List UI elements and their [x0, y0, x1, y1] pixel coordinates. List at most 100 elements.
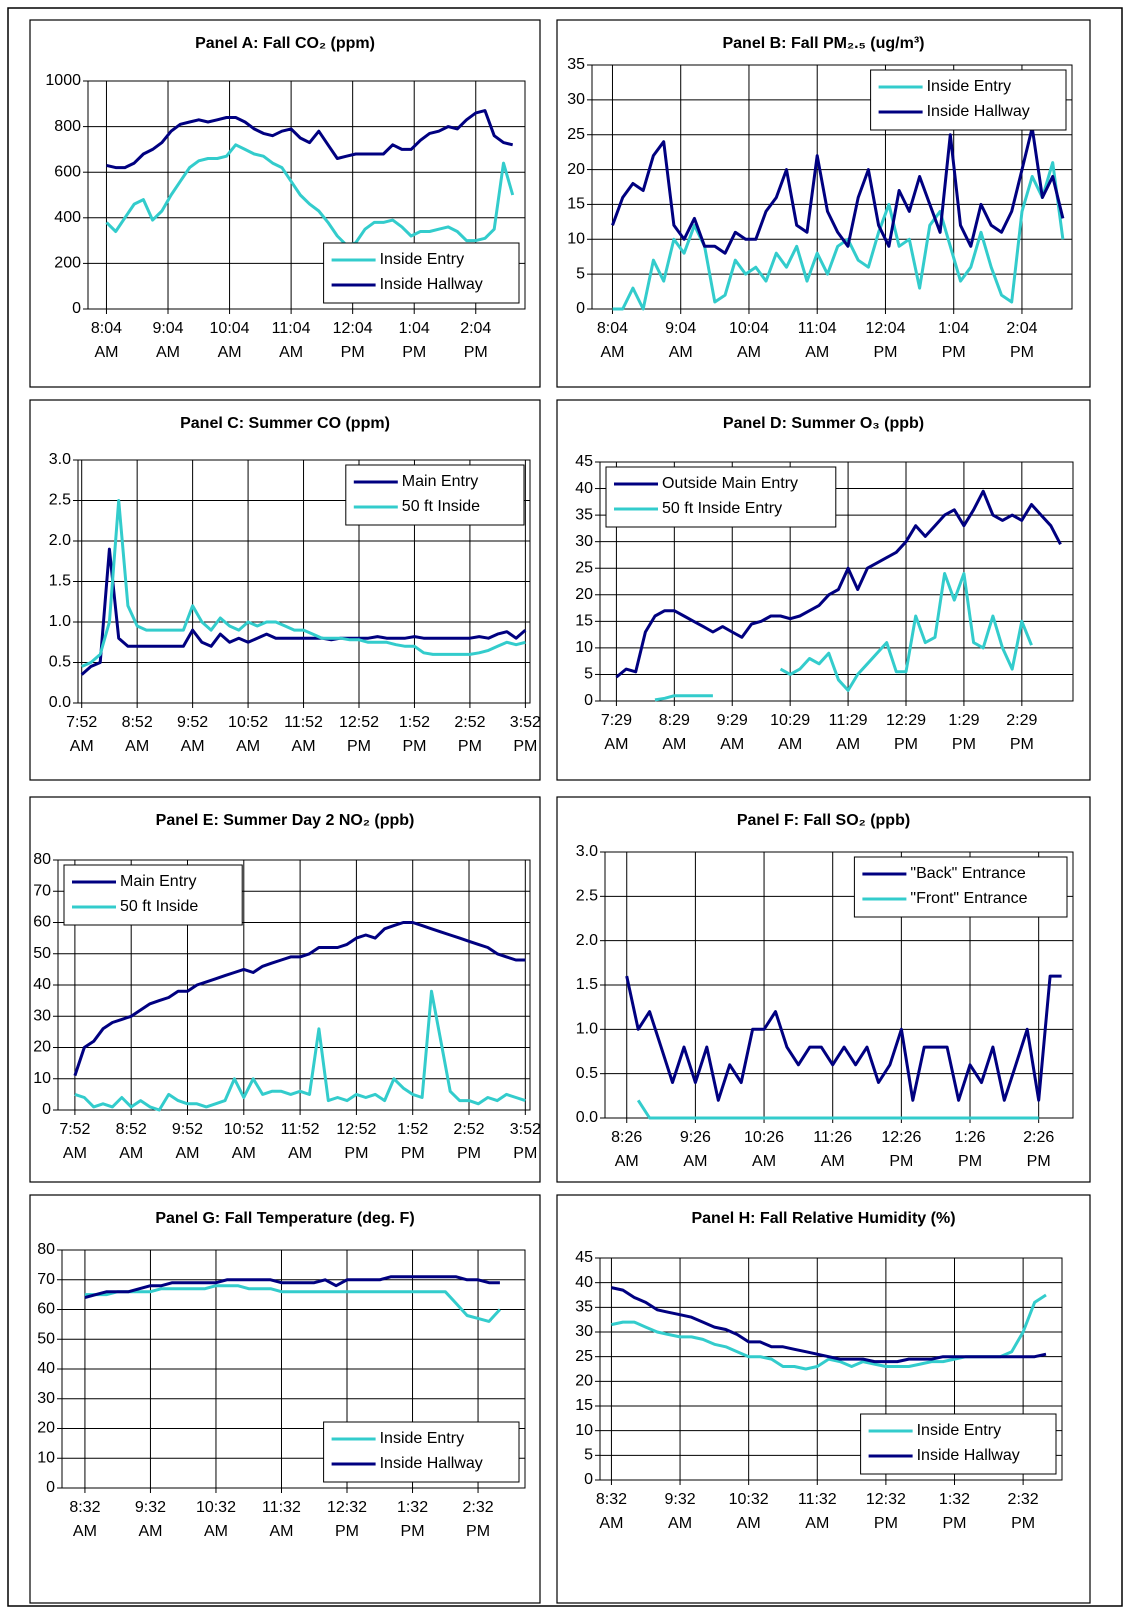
- y-tick-label: 0: [72, 300, 81, 317]
- legend: Inside Entry Inside Hallway: [860, 1413, 1057, 1475]
- y-tick-label: 25: [567, 126, 585, 143]
- y-tick-label: 0.0: [49, 694, 71, 711]
- panel: Panel F: Fall SO₂ (ppb) 0.0 0.5 1.0 1.5 2.0 2.…: [556, 796, 1091, 1183]
- series-line: [74, 989, 526, 1112]
- y-tick-label: 35: [575, 506, 593, 523]
- y-tick-label: 35: [575, 1299, 593, 1316]
- y-tick-label: 45: [575, 1249, 593, 1266]
- x-tick-label: 12:52 PM: [339, 714, 379, 755]
- panel: Panel C: Summer CO (ppm) 0.0 0.5 1.0 1.5 2.0 2…: [29, 399, 541, 781]
- x-tick-label: 11:04 AM: [272, 320, 311, 361]
- x-tick-label: 11:04 AM: [798, 320, 837, 361]
- y-tick-label: 5: [584, 1447, 593, 1464]
- y-tick-label: 1.5: [49, 573, 71, 590]
- x-tick-label: 1:04 PM: [938, 320, 969, 361]
- y-tick-label: 40: [575, 1274, 593, 1291]
- x-tick-label: 9:32 AM: [664, 1491, 695, 1532]
- x-tick-label: 9:52 AM: [172, 1121, 203, 1162]
- x-tick-label: 10:04 AM: [210, 320, 250, 361]
- series-line: [615, 489, 1062, 679]
- legend-label: Inside Hallway: [380, 276, 483, 293]
- y-tick-label: 20: [567, 161, 585, 178]
- y-tick-label: 10: [33, 1070, 51, 1087]
- x-tick-label: 2:04 PM: [1006, 320, 1037, 361]
- y-tick-label: 45: [575, 453, 593, 470]
- y-tick-label: 0.0: [576, 1109, 598, 1126]
- y-tick-label: 25: [575, 1348, 593, 1365]
- y-tick-label: 25: [575, 559, 593, 576]
- legend-label: Inside Entry: [927, 78, 1011, 95]
- legend-label: 50 ft Inside: [120, 898, 198, 915]
- x-tick-label: 2:32 PM: [462, 1499, 493, 1540]
- y-tick-label: 20: [33, 1039, 51, 1056]
- series-line: [612, 161, 1065, 311]
- panel-title: Panel A: Fall CO₂ (ppm): [195, 35, 375, 52]
- y-tick-label: 60: [33, 914, 51, 931]
- legend-box: [323, 242, 520, 304]
- y-tick-label: 3.0: [576, 843, 598, 860]
- panel: Panel E: Summer Day 2 NO₂ (ppb) 0 10 20 30 40…: [29, 796, 541, 1183]
- x-tick-label: 12:32 PM: [327, 1499, 367, 1540]
- y-tick-label: 15: [575, 613, 593, 630]
- x-tick-label: 12:32 PM: [866, 1491, 906, 1532]
- x-tick-label: 10:32 AM: [196, 1499, 236, 1540]
- x-tick-label: 1:52 PM: [397, 1121, 428, 1162]
- series-line: [625, 974, 1062, 1102]
- legend-label: Outside Main Entry: [662, 475, 798, 492]
- x-tick-label: 11:26 AM: [813, 1129, 852, 1170]
- x-tick-label: 10:26 AM: [744, 1129, 784, 1170]
- x-tick-label: 10:04 AM: [729, 320, 769, 361]
- y-tick-label: 0: [584, 1471, 593, 1488]
- legend-box: [63, 864, 243, 926]
- legend: Inside Entry Inside Hallway: [870, 69, 1067, 131]
- x-tick-label: 9:04 AM: [152, 320, 183, 361]
- legend: Inside Entry Inside Hallway: [323, 1421, 520, 1483]
- y-tick-label: 40: [33, 976, 51, 993]
- x-tick-label: 1:04 PM: [399, 320, 430, 361]
- x-tick-label: 8:32 AM: [596, 1491, 627, 1532]
- x-tick-label: 11:32 AM: [798, 1491, 837, 1532]
- y-tick-label: 200: [54, 255, 81, 272]
- x-tick-label: 1:52 PM: [399, 714, 430, 755]
- series-line: [611, 126, 1065, 255]
- y-tick-label: 600: [54, 163, 81, 180]
- x-tick-label: 9:04 AM: [665, 320, 696, 361]
- series-line: [611, 1286, 1047, 1364]
- x-tick-label: 9:32 AM: [135, 1499, 166, 1540]
- panel: Panel B: Fall PM₂.₅ (ug/m³) 0 5 10 15 20 25 30 3…: [556, 19, 1091, 388]
- x-tick-label: 2:26 PM: [1023, 1129, 1054, 1170]
- y-tick-label: 30: [33, 1007, 51, 1024]
- x-tick-label: 2:52 PM: [453, 1121, 484, 1162]
- x-tick-label: 1:32 PM: [397, 1499, 428, 1540]
- x-tick-label: 8:52 AM: [122, 714, 153, 755]
- legend-label: "Back" Entrance: [910, 865, 1026, 882]
- x-tick-label: 9:29 AM: [717, 712, 748, 753]
- y-tick-label: 800: [54, 118, 81, 135]
- series-line: [636, 1099, 1039, 1120]
- legend-label: Main Entry: [120, 873, 196, 890]
- legend-label: Inside Hallway: [917, 1447, 1020, 1464]
- y-tick-label: 1.0: [49, 613, 71, 630]
- legend-box: [853, 856, 1068, 918]
- y-tick-label: 10: [37, 1449, 55, 1466]
- y-tick-label: 2.0: [49, 532, 71, 549]
- y-tick-label: 10: [575, 639, 593, 656]
- x-tick-label: 12:04 PM: [865, 320, 905, 361]
- x-tick-label: 9:26 AM: [680, 1129, 711, 1170]
- series-line: [80, 547, 527, 676]
- x-tick-label: 12:04 PM: [333, 320, 373, 361]
- y-tick-label: 70: [37, 1271, 55, 1288]
- y-tick-label: 40: [37, 1360, 55, 1377]
- y-tick-label: 0.5: [576, 1065, 598, 1082]
- legend-label: 50 ft Inside: [402, 498, 480, 515]
- series-line: [81, 499, 526, 668]
- series-line: [654, 572, 1033, 702]
- x-tick-label: 3:52 PM: [510, 714, 541, 755]
- x-tick-label: 11:29 AM: [829, 712, 868, 753]
- x-tick-label: 3:52 PM: [510, 1121, 541, 1162]
- panel: Panel A: Fall CO₂ (ppm) 0 200 400 600 800 1000…: [29, 19, 541, 388]
- y-tick-label: 3.0: [49, 451, 71, 468]
- x-tick-label: 8:29 AM: [659, 712, 690, 753]
- series-line: [105, 143, 515, 247]
- y-tick-label: 0: [584, 692, 593, 709]
